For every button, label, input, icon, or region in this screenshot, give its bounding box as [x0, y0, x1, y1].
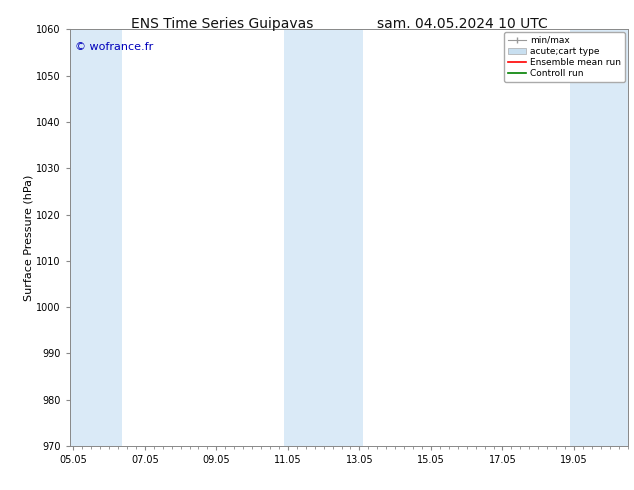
- Bar: [571, 29, 628, 446]
- Text: sam. 04.05.2024 10 UTC: sam. 04.05.2024 10 UTC: [377, 17, 548, 31]
- Y-axis label: Surface Pressure (hPa): Surface Pressure (hPa): [23, 174, 34, 301]
- Text: © wofrance.fr: © wofrance.fr: [75, 42, 153, 52]
- Bar: [284, 29, 363, 446]
- Text: ENS Time Series Guipavas: ENS Time Series Guipavas: [131, 17, 313, 31]
- Legend: min/max, acute;cart type, Ensemble mean run, Controll run: min/max, acute;cart type, Ensemble mean …: [504, 32, 625, 82]
- Bar: [70, 29, 122, 446]
